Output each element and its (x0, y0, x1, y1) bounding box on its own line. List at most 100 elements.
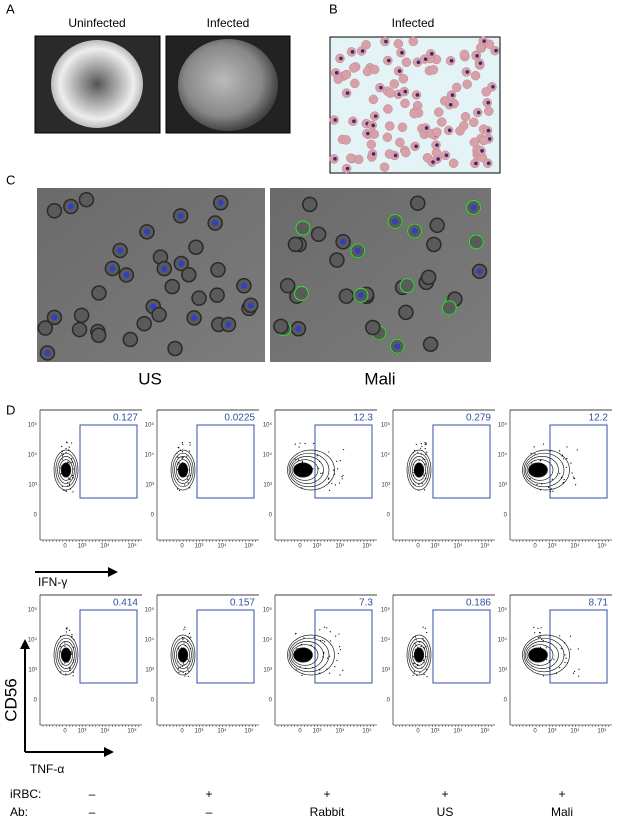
event (65, 447, 67, 450)
rbc (475, 43, 486, 53)
stain (295, 220, 311, 236)
y-tick-label: 10⁵ (498, 422, 508, 429)
event (322, 472, 324, 474)
parasite (345, 91, 350, 95)
event (329, 672, 331, 674)
event (68, 449, 70, 451)
event (73, 638, 75, 641)
rbc (349, 78, 360, 89)
event (573, 670, 576, 673)
event (302, 466, 304, 468)
event (188, 450, 191, 452)
event (532, 645, 534, 648)
event (420, 453, 422, 455)
event (420, 646, 422, 648)
contour (170, 449, 196, 491)
event (548, 660, 550, 662)
event (186, 455, 188, 457)
event (422, 659, 425, 661)
event (342, 474, 344, 476)
rbc (469, 137, 480, 147)
rbc (151, 306, 167, 323)
event (60, 653, 62, 655)
event (572, 476, 575, 478)
event (533, 626, 535, 629)
x-tick-label: 10³ (78, 729, 87, 735)
event (295, 669, 297, 671)
gate-value: 0.0225 (224, 413, 255, 424)
event (310, 644, 312, 647)
event (302, 656, 304, 658)
event (182, 639, 184, 641)
parasite (465, 70, 470, 74)
event (181, 442, 184, 444)
rbc (384, 149, 395, 159)
event (65, 441, 68, 443)
event (70, 651, 72, 653)
y-tick-label: 10⁵ (28, 607, 38, 614)
event (183, 463, 185, 465)
event (323, 626, 326, 628)
event (418, 483, 420, 486)
contour (172, 637, 194, 673)
contour (293, 462, 313, 478)
event (564, 654, 566, 656)
event (421, 667, 423, 669)
y-tick-label: 10⁴ (145, 452, 155, 459)
event (426, 676, 428, 678)
parasite (339, 56, 343, 61)
y-tick-label: 10⁴ (145, 637, 155, 644)
event (69, 652, 71, 654)
panel-label: D (6, 402, 15, 417)
event (534, 632, 536, 634)
rbc (436, 117, 447, 127)
event (541, 638, 543, 640)
rbc (470, 70, 481, 81)
contour (288, 452, 330, 488)
rbc (460, 111, 471, 122)
contour (406, 634, 432, 676)
event (183, 637, 185, 639)
parasite (366, 131, 370, 136)
event (415, 644, 417, 646)
rbc (365, 319, 381, 336)
rbc (469, 117, 479, 128)
event (181, 462, 184, 464)
parasite (400, 50, 404, 55)
stain (389, 338, 405, 354)
event (318, 467, 320, 469)
event (338, 633, 340, 635)
y-tick-label: 10⁵ (145, 607, 155, 614)
event (423, 489, 426, 491)
event (186, 471, 188, 474)
event (187, 636, 189, 638)
event (301, 460, 303, 462)
event (60, 646, 62, 648)
event (66, 482, 69, 484)
event (63, 660, 66, 662)
rbc (401, 147, 411, 158)
x-tick-label: 0 (180, 729, 184, 735)
event (68, 483, 71, 485)
y-tick-label: 10⁴ (498, 637, 508, 644)
event (426, 451, 428, 453)
x-tick-label: 10⁵ (244, 728, 254, 735)
event (68, 477, 70, 479)
axis-label: IFN-γ (38, 575, 67, 589)
rbc (389, 79, 400, 89)
event (423, 673, 425, 675)
parasite (482, 39, 486, 43)
event (563, 478, 565, 481)
nucleus (394, 343, 401, 350)
event (334, 666, 336, 668)
y-tick-label: 10⁵ (263, 607, 273, 614)
event (424, 443, 426, 446)
event (183, 649, 186, 651)
event (339, 460, 341, 462)
event (177, 462, 179, 464)
parasite (480, 149, 484, 153)
image-caption: Infected (207, 16, 250, 30)
event (423, 474, 425, 476)
parasite (387, 58, 391, 63)
event (329, 655, 331, 657)
